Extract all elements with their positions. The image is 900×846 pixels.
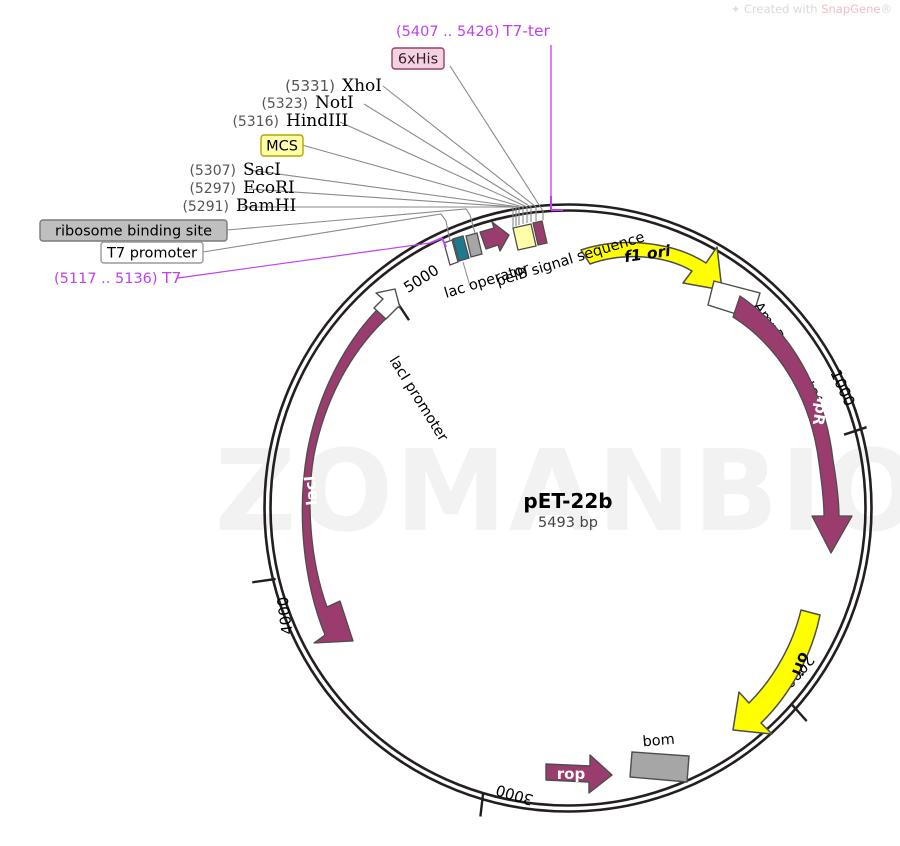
snapgene-watermark: ✦ Created with SnapGene® [731,2,892,16]
mcs-segment-pelb [479,221,510,252]
feature-label-laci: lacI [301,475,322,506]
snapgene-brand: SnapGene [821,2,881,16]
boxed-label-text-mcs: MCS [266,139,298,155]
plasmid-size: 5493 bp [538,515,598,531]
enzyme-pos-xhoi: (5331) [285,77,335,95]
feature-label-bom: bom [642,732,675,751]
boxed-label-text-rbs: ribosome binding site [55,224,212,240]
boxed-label-text-t7-promoter: T7 promoter [106,246,197,262]
boxed-label-t7-promoter[interactable]: T7 promoter [100,241,204,264]
snapgene-logo-icon: ✦ [731,3,741,16]
enzyme-name-ecori: EcoRI [243,178,295,198]
mcs-segment-t7-promoter [443,239,459,266]
primer-callout-t7ter[interactable]: (5407 .. 5426) T7-ter [396,22,551,40]
snapgene-trademark: ® [880,2,893,16]
boxed-label-mcs[interactable]: MCS [260,134,304,157]
plasmid-backbone [263,203,873,813]
leader-t7 [177,242,431,279]
center-watermark: ZOMANBIO [215,427,900,557]
mcs-segment-mcs [512,223,537,251]
primer-range-t7ter: (5407 .. 5426) [396,24,500,40]
feature-laci-promoter[interactable]: lacI promoter [373,288,451,444]
boxed-label-text-6xhis: 6xHis [398,52,438,68]
enzyme-pos-bamhi: (5291) [182,199,229,215]
enzyme-name-saci: SacI [243,160,281,180]
enzyme-pos-ecori: (5297) [189,181,236,197]
feature-laci[interactable]: lacI [301,302,391,644]
mcs-segment-6xhis [532,220,548,246]
callout-labels: (5331) XhoI (5323) NotI (5316) HindIII (… [182,76,382,216]
primer-callout-t7[interactable]: (5117 .. 5136) T7 [54,269,181,287]
enzyme-name-bamhi: BamHI [236,196,296,216]
enzyme-name-xhoi: XhoI [342,76,382,96]
leader-lines [202,65,544,253]
feature-bom[interactable]: bom [629,732,690,783]
primer-name-t7ter: T7-ter [502,22,551,40]
feature-label-rop: rop [557,765,586,783]
tick-label-4000: 4000 [274,596,297,636]
enzyme-pos-hindiii: (5316) [232,114,279,130]
plasmid-title-group: pET-22b 5493 bp [523,489,612,531]
boxed-label-rbs[interactable]: ribosome binding site [39,219,228,242]
enzyme-name-noti: NotI [315,93,354,113]
mcs-segment-lac-operator [452,235,470,262]
enzyme-name-hindiii: HindIII [286,111,348,131]
mcs-feature-cluster[interactable] [443,220,548,266]
primer-name-t7: T7 [161,269,181,287]
feature-ori[interactable]: ori [732,609,821,735]
tick-marks [252,299,867,817]
tick-label-5000: 5000 [400,261,442,297]
mcs-segment-rbs [465,232,483,258]
primer-marker-t7ter [550,196,563,211]
snapgene-prefix: Created with [743,2,822,16]
primer-marker-t7 [429,237,447,248]
enzyme-pos-saci: (5307) [189,163,236,179]
plasmid-name: pET-22b [523,489,612,513]
boxed-label-6xhis[interactable]: 6xHis [391,47,445,70]
feature-rop[interactable]: rop [545,754,613,794]
primer-range-t7: (5117 .. 5136) [54,271,158,287]
enzyme-pos-noti: (5323) [261,96,308,112]
